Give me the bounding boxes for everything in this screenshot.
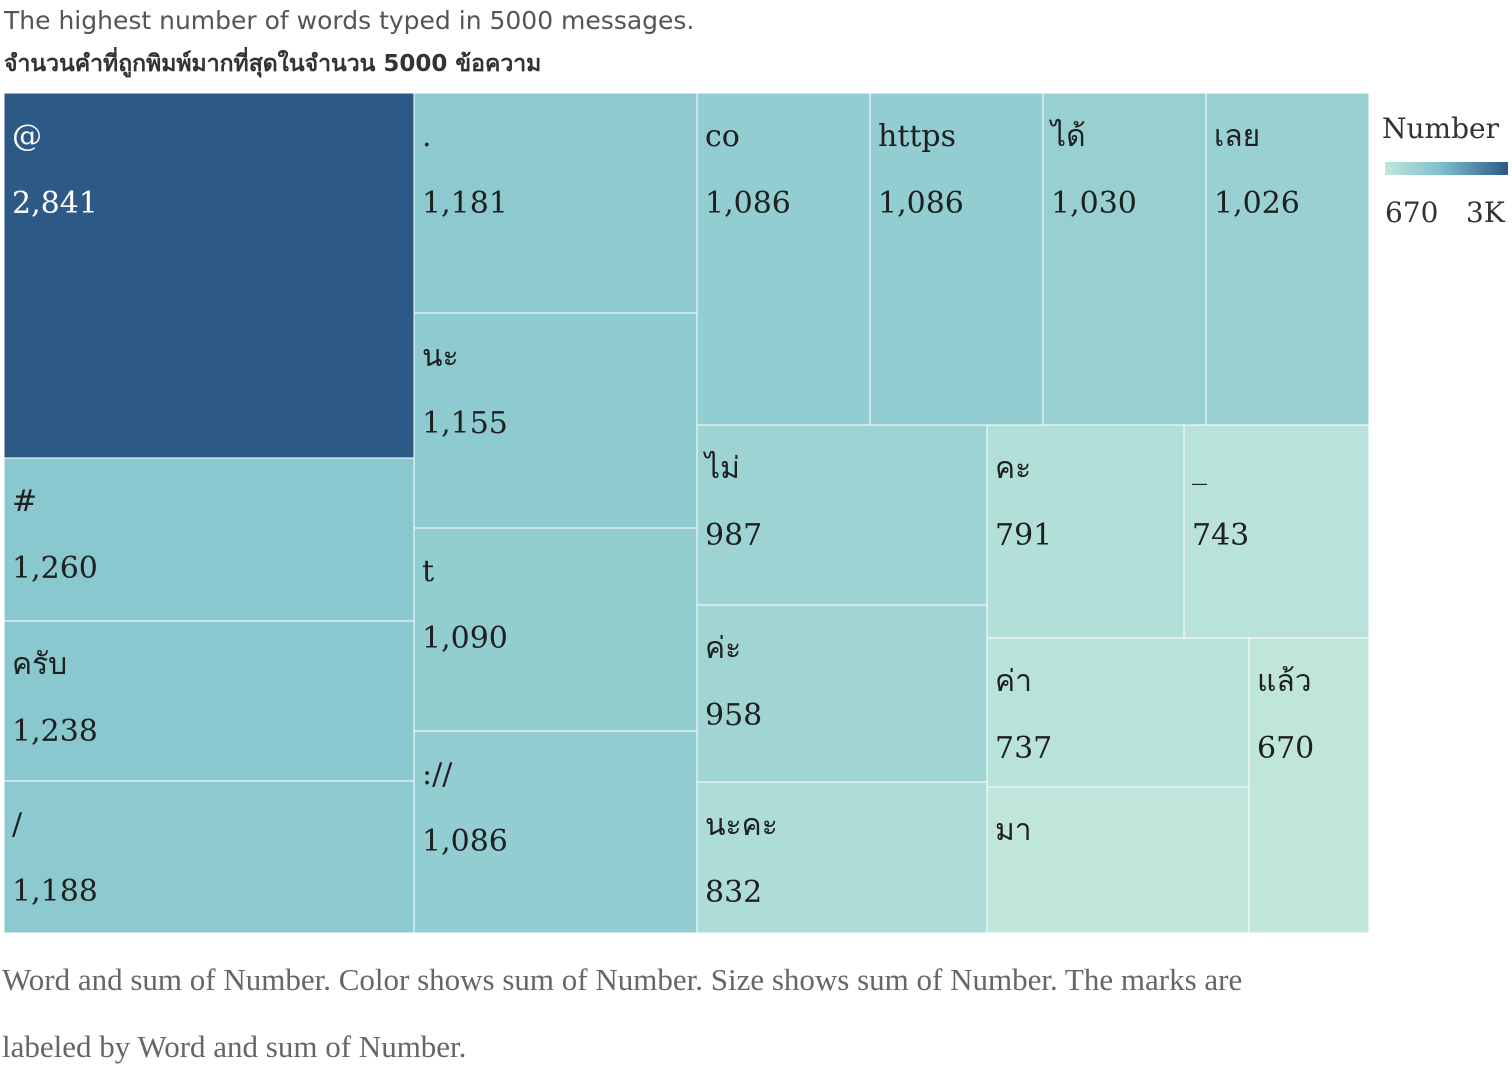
treemap-cell-rect[interactable] — [986, 637, 1250, 788]
treemap-cell[interactable]: t 1,090 — [413, 527, 698, 732]
treemap-cell[interactable]: แล้ว 670 — [1248, 637, 1370, 934]
treemap-word-label: แล้ว — [1257, 664, 1312, 699]
chart-title: The highest number of words typed in 500… — [4, 6, 695, 35]
treemap-cell[interactable]: นะ 1,155 — [413, 312, 698, 529]
treemap-value-label: 1,026 — [1214, 186, 1300, 221]
treemap-value-label: 1,090 — [422, 621, 508, 656]
treemap-word-label: ครับ — [12, 647, 67, 682]
footnote-line-1: Word and sum of Number. Color shows sum … — [2, 962, 1243, 997]
treemap-cell[interactable]: https 1,086 — [869, 92, 1044, 426]
treemap-word-label: @ — [12, 119, 42, 154]
chart-subtitle: จำนวนคำที่ถูกพิมพ์มากที่สุดในจำนวน 5000 … — [4, 51, 542, 77]
treemap-word-label: ค่า — [995, 664, 1032, 699]
treemap-word-label: ไม่ — [703, 450, 740, 486]
treemap-cell-rect[interactable] — [3, 620, 415, 782]
treemap-value-label: 1,260 — [12, 551, 98, 586]
treemap-cell[interactable]: ค่ะ 958 — [696, 604, 988, 783]
treemap-cell[interactable]: / 1,188 — [3, 780, 415, 934]
treemap-cell-rect[interactable] — [413, 527, 698, 732]
treemap-cell[interactable]: @2,841 — [3, 92, 415, 459]
treemap-word-label: นะคะ — [705, 808, 778, 843]
treemap-cell-rect[interactable] — [3, 92, 415, 459]
treemap-cell[interactable]: :// 1,086 — [413, 730, 698, 934]
treemap-word-label: # — [12, 484, 37, 519]
treemap-cell-rect[interactable] — [986, 786, 1250, 934]
treemap-word-label: ค่ะ — [705, 631, 741, 666]
treemap-cell[interactable]: คะ 791 — [986, 424, 1185, 639]
treemap-word-label: นะ — [422, 339, 459, 374]
treemap-cell[interactable]: #1,260 — [3, 457, 415, 622]
treemap-value-label: 2,841 — [12, 186, 98, 221]
treemap-word-label: . — [422, 119, 432, 154]
treemap-cell[interactable]: co 1,086 — [696, 92, 871, 426]
treemap-value-label: 1,086 — [422, 824, 508, 859]
treemap-value-label: 1,030 — [1051, 186, 1137, 221]
treemap-cell-rect[interactable] — [1205, 92, 1370, 426]
treemap-cell-rect[interactable] — [3, 780, 415, 934]
treemap-value-label: 1,155 — [422, 406, 508, 441]
treemap-cell[interactable]: ไม่ 987 — [696, 424, 988, 606]
treemap-word-label: / — [12, 807, 23, 842]
legend-min-label: 670 — [1385, 196, 1439, 229]
treemap-word-label: เลย — [1214, 119, 1260, 154]
treemap-cell-rect[interactable] — [696, 424, 988, 606]
legend-max-label: 3K — [1466, 196, 1505, 229]
treemap-cell-rect[interactable] — [869, 92, 1044, 426]
treemap-value-label: 670 — [1257, 731, 1314, 766]
treemap-cell-rect[interactable] — [1248, 637, 1370, 934]
treemap-value-label: 737 — [995, 731, 1052, 766]
treemap-value-label: 958 — [705, 698, 762, 733]
treemap-value-label: 1,181 — [422, 186, 508, 221]
treemap-cell-rect[interactable] — [696, 781, 988, 934]
treemap-word-label: มา — [995, 813, 1032, 848]
treemap-word-label: คะ — [995, 451, 1031, 486]
treemap-word-label: _ — [1192, 451, 1207, 486]
treemap-value-label: 743 — [1192, 518, 1249, 553]
footnote-line-2: labeled by Word and sum of Number. — [2, 1029, 467, 1064]
treemap-cell-rect[interactable] — [413, 92, 698, 314]
treemap-cell[interactable]: . 1,181 — [413, 92, 698, 314]
treemap-cell[interactable]: เลย 1,026 — [1205, 92, 1370, 426]
treemap-word-label: https — [878, 119, 956, 154]
legend-color-ramp — [1385, 162, 1508, 175]
treemap-value-label: 987 — [705, 518, 762, 553]
legend-title: Number — [1382, 112, 1499, 145]
treemap-value-label: 1,086 — [705, 186, 791, 221]
treemap-value-label: 791 — [995, 518, 1052, 553]
treemap-word-label: :// — [422, 757, 453, 792]
treemap-value-label: 1,086 — [878, 186, 964, 221]
treemap-word-label: ได้ — [1049, 118, 1086, 154]
treemap-cell-rect[interactable] — [413, 730, 698, 934]
treemap-cell-rect[interactable] — [1042, 92, 1207, 426]
treemap-cell[interactable]: _ 743 — [1183, 424, 1370, 639]
treemap-cell-rect[interactable] — [3, 457, 415, 622]
treemap-value-label: 1,188 — [12, 874, 98, 909]
treemap-value-label: 832 — [705, 875, 762, 910]
treemap-value-label: 1,238 — [12, 714, 98, 749]
treemap-cell[interactable]: ค่า 737 — [986, 637, 1250, 788]
treemap-cell-rect[interactable] — [986, 424, 1185, 639]
treemap-word-label: t — [422, 554, 434, 589]
treemap-cell[interactable]: ได้ 1,030 — [1042, 92, 1207, 426]
treemap-cell[interactable]: ครับ 1,238 — [3, 620, 415, 782]
treemap-cell[interactable]: นะคะ 832 — [696, 781, 988, 934]
treemap-cell[interactable]: มา — [986, 786, 1250, 934]
treemap-word-label: co — [705, 119, 740, 154]
treemap-cell-rect[interactable] — [696, 92, 871, 426]
treemap-cell-rect[interactable] — [1183, 424, 1370, 639]
